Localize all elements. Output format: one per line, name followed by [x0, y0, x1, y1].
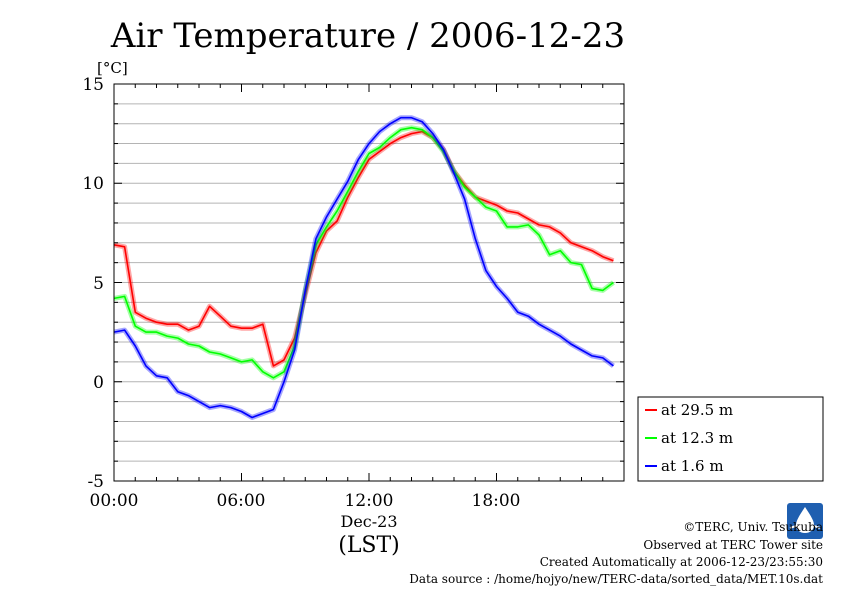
legend-item: at 1.6 m	[645, 457, 724, 475]
legend-label: at 29.5 m	[661, 401, 733, 419]
x-axis-date-label: Dec-23	[340, 512, 397, 531]
x-axis-timezone-label: (LST)	[338, 533, 400, 558]
legend	[637, 396, 824, 482]
terc-logo-icon	[787, 503, 823, 539]
credit-source: Data source : /home/hojyo/new/TERC-data/…	[409, 572, 823, 586]
x-tick-label: 18:00	[472, 491, 521, 511]
y-tick-label: -5	[87, 472, 104, 492]
legend-item: at 29.5 m	[645, 401, 733, 419]
y-tick-label: 0	[93, 373, 104, 393]
credit-site: Observed at TERC Tower site	[643, 538, 823, 552]
x-tick-label: 12:00	[345, 491, 394, 511]
legend-label: at 12.3 m	[661, 429, 733, 447]
y-tick-label: 10	[82, 174, 104, 194]
y-tick-label: 5	[93, 274, 104, 294]
chart-title: Air Temperature / 2006-12-23	[110, 16, 625, 56]
series-line-at-12-3-m	[113, 126, 614, 379]
series-layer	[113, 115, 615, 420]
legend-item: at 12.3 m	[645, 429, 733, 447]
axis-ticks	[113, 83, 625, 482]
x-tick-label: 06:00	[217, 491, 266, 511]
credit-copyright: ©TERC, Univ. Tsukuba	[683, 520, 823, 534]
series-line-at-1-6-m	[113, 116, 614, 419]
legend-label: at 1.6 m	[661, 457, 724, 475]
credit-created: Created Automatically at 2006-12-23/23:5…	[540, 555, 823, 569]
gridlines	[114, 103, 624, 462]
series-line-at-29-5-m	[113, 130, 614, 367]
y-tick-label: 15	[82, 75, 104, 95]
y-axis-unit-label: [°C]	[97, 59, 128, 77]
x-tick-label: 00:00	[90, 491, 139, 511]
